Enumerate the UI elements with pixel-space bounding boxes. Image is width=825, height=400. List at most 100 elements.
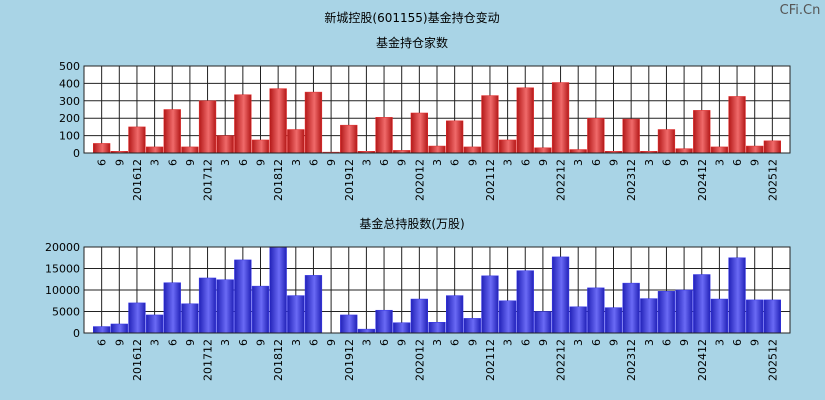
chart2-ytick-label: 10000 <box>45 284 80 297</box>
chart2-bar <box>163 282 181 334</box>
chart2-xtick-label: 9 <box>184 339 197 346</box>
chart2-bar <box>693 274 711 334</box>
chart1-bar <box>428 145 446 154</box>
chart2-bar <box>622 282 640 334</box>
chart1-bar <box>93 143 111 154</box>
chart1-xtick-label: 3 <box>149 159 162 166</box>
chart2-bar <box>640 298 658 334</box>
chart2-ytick-label: 15000 <box>45 263 80 276</box>
chart1-xtick-label: 6 <box>378 159 391 166</box>
chart1-bar <box>340 124 358 154</box>
chart1-bar <box>410 112 428 154</box>
chart1-bar <box>710 146 729 154</box>
chart1-xtick-label: 3 <box>643 159 656 166</box>
chart2-xtick-label: 201912 <box>343 339 356 381</box>
chart2-bar <box>551 256 570 334</box>
chart1-xtick-label: 201712 <box>202 159 215 201</box>
chart1-xtick-label: 202412 <box>696 159 709 201</box>
chart2-bar <box>375 309 393 334</box>
chart2-xtick-label: 9 <box>537 339 550 346</box>
chart2-ytick-label: 0 <box>73 327 80 340</box>
chart2-bar <box>763 299 781 334</box>
chart2-xtick-label: 9 <box>678 339 691 346</box>
chart1-bar <box>498 139 517 154</box>
chart1-ytick-label: 0 <box>73 147 80 160</box>
chart1-xtick-label: 9 <box>184 159 197 166</box>
chart1-xtick-label: 6 <box>307 159 320 166</box>
chart2-bar <box>569 306 587 334</box>
chart1-bar <box>657 129 676 154</box>
chart1-xtick-label: 201812 <box>272 159 285 201</box>
chart2-xtick-label: 6 <box>590 339 603 346</box>
chart1-bar <box>587 117 605 154</box>
chart1-xtick-label: 3 <box>290 159 303 166</box>
chart1-xtick-label: 9 <box>678 159 691 166</box>
watermark-logo: CFi.Cn <box>780 3 821 18</box>
chart1-bar <box>375 117 393 154</box>
chart2-xtick-label: 9 <box>255 339 268 346</box>
chart2-xtick-label: 202112 <box>484 339 497 381</box>
chart2-xtick-label: 9 <box>113 339 126 346</box>
chart2-frame <box>83 246 791 334</box>
chart2-bar <box>269 246 287 334</box>
chart2-xtick-label: 3 <box>643 339 656 346</box>
chart1-bar <box>622 118 640 154</box>
chart1-xtick-label: 9 <box>325 159 338 166</box>
chart2-bar <box>93 326 111 334</box>
chart2-xtick-label: 9 <box>608 339 621 346</box>
chart2-bar <box>516 270 534 334</box>
chart2-ytick-label: 5000 <box>52 306 80 319</box>
chart2-bar <box>287 295 305 334</box>
chart1-xtick-label: 202112 <box>484 159 497 201</box>
chart2-xtick-label: 202012 <box>413 339 426 381</box>
chart2-bar <box>145 314 164 334</box>
chart2-bar <box>251 285 270 334</box>
chart1-xtick-label: 6 <box>519 159 532 166</box>
chart1-bar <box>251 139 270 154</box>
chart2-bar <box>128 302 146 334</box>
chart2-xtick-label: 6 <box>96 339 109 346</box>
chart2-xtick-label: 6 <box>307 339 320 346</box>
chart2-bar <box>234 259 252 334</box>
chart1-ytick-label: 200 <box>59 112 80 125</box>
chart2-xtick-label: 3 <box>219 339 232 346</box>
chart2-xtick-label: 202212 <box>555 339 568 381</box>
chart1-bar <box>181 146 199 154</box>
chart1-ytick-label: 300 <box>59 95 80 108</box>
chart1-xtick-label: 6 <box>590 159 603 166</box>
chart2-xtick-label: 3 <box>149 339 162 346</box>
chart2-bar <box>587 287 605 334</box>
chart2-xtick-label: 202512 <box>766 339 779 381</box>
chart2-xtick-label: 201812 <box>272 339 285 381</box>
chart2-xtick-label: 9 <box>466 339 479 346</box>
chart1-xtick-label: 3 <box>360 159 373 166</box>
chart2-bar <box>446 295 464 334</box>
chart2-bar <box>216 279 234 334</box>
chart2-xtick-label: 3 <box>713 339 726 346</box>
chart2-bar <box>746 299 764 334</box>
chart1-bar <box>728 96 746 154</box>
chart2-xtick-label: 6 <box>449 339 462 346</box>
chart1-ytick-label: 400 <box>59 77 80 90</box>
chart1-title: 基金持仓家数 <box>376 35 448 50</box>
chart2-bar <box>340 314 358 334</box>
chart2-xtick-label: 6 <box>378 339 391 346</box>
chart2-bar <box>534 311 552 334</box>
chart1-xtick-label: 3 <box>502 159 515 166</box>
chart1-xtick-label: 9 <box>396 159 409 166</box>
chart1-xtick-label: 6 <box>449 159 462 166</box>
chart2-bar <box>604 307 623 334</box>
chart2-bar <box>428 322 446 334</box>
page-title: 新城控股(601155)基金持仓变动 <box>324 10 499 25</box>
chart1-bar <box>269 88 287 154</box>
chart1-bar <box>234 94 252 154</box>
chart2-xtick-label: 3 <box>360 339 373 346</box>
chart1-frame <box>83 65 791 154</box>
chart2-xtick-label: 202412 <box>696 339 709 381</box>
chart2-title: 基金总持股数(万股) <box>359 216 464 231</box>
chart2-xtick-label: 6 <box>519 339 532 346</box>
chart1-bar <box>746 145 764 154</box>
chart1-xtick-label: 201612 <box>131 159 144 201</box>
